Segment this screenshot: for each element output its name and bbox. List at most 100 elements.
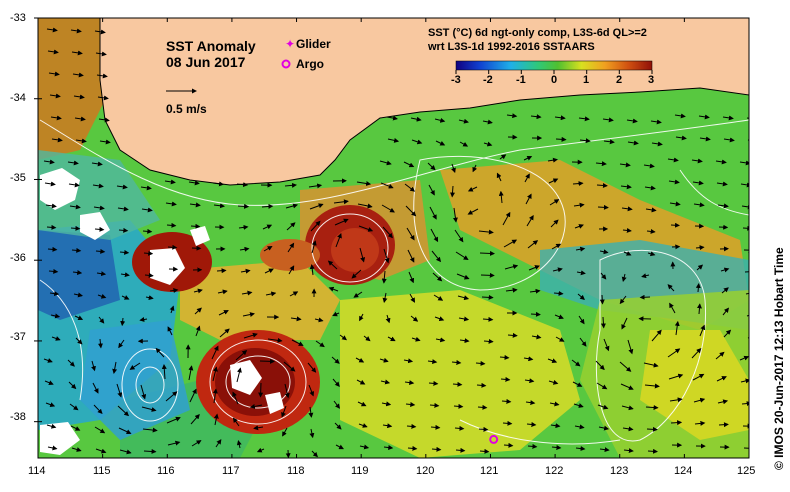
current-vector-arrow	[741, 204, 749, 210]
current-vector-arrow	[155, 347, 165, 358]
current-vector-arrow	[434, 117, 446, 123]
current-vector-arrow	[600, 272, 607, 280]
current-vector-arrow	[97, 293, 107, 299]
current-vector-arrow	[403, 161, 415, 168]
current-vector-arrow	[549, 401, 560, 407]
current-vector-arrow	[573, 202, 585, 208]
current-vector-arrow	[48, 268, 59, 274]
current-vector-arrow	[46, 224, 57, 230]
current-vector-arrow	[92, 382, 99, 394]
current-vector-arrow	[598, 425, 610, 431]
current-vector-arrow	[717, 399, 729, 405]
current-vector-arrow	[308, 384, 315, 397]
argo-marker-icon	[281, 59, 291, 69]
current-vector-arrow	[47, 49, 59, 55]
current-vector-arrow	[96, 73, 108, 79]
x-tick-label: 125	[737, 465, 756, 477]
x-tick-label: 123	[610, 465, 629, 477]
current-vector-arrow	[263, 245, 273, 252]
current-vector-arrow	[742, 225, 749, 231]
current-vector-arrow	[118, 339, 125, 349]
current-vector-arrow	[98, 316, 105, 324]
current-vector-arrow	[450, 185, 455, 198]
current-vector-arrow	[674, 113, 686, 119]
current-vector-arrow	[452, 381, 463, 387]
current-vector-arrow	[411, 336, 421, 342]
current-vector-arrow	[73, 94, 85, 100]
current-vector-arrow	[359, 313, 364, 322]
colorbar-tick-label: -3	[451, 74, 461, 86]
current-vector-arrow	[602, 117, 614, 123]
current-vector-arrow	[547, 157, 558, 163]
current-vector-arrow	[743, 445, 749, 451]
x-tick-label: 116	[157, 465, 175, 477]
current-vector-arrow	[97, 95, 109, 101]
y-tick-label: -33	[10, 12, 26, 24]
current-vector-arrow	[218, 310, 229, 316]
current-vector-arrow	[382, 226, 393, 239]
current-vector-arrow	[387, 336, 396, 342]
current-vector-arrow	[167, 326, 173, 336]
current-vector-arrow	[651, 329, 662, 342]
current-vector-arrow	[72, 270, 83, 275]
current-vector-arrow	[188, 365, 194, 381]
current-vector-arrow	[358, 225, 374, 232]
current-vector-arrow	[596, 182, 608, 188]
current-vector-arrow	[723, 329, 732, 338]
current-vector-arrow	[284, 383, 290, 399]
current-vector-arrow	[75, 138, 87, 144]
current-vector-arrow	[73, 292, 83, 298]
y-tick-label: -35	[10, 172, 26, 184]
current-vector-arrow	[307, 362, 317, 373]
current-vector-arrow	[720, 267, 730, 273]
current-vector-arrow	[499, 354, 510, 360]
y-tick-label: -34	[10, 92, 26, 104]
current-vector-arrow	[603, 139, 615, 145]
current-vector-arrow	[94, 29, 106, 35]
current-vector-arrow	[95, 51, 107, 57]
current-vector-arrow	[99, 139, 111, 145]
current-vector-arrow	[651, 141, 663, 147]
current-vector-arrow	[70, 425, 81, 431]
current-vector-arrow	[382, 292, 388, 303]
current-vector-arrow	[213, 413, 219, 426]
current-vector-arrow	[68, 381, 77, 390]
current-vector-arrow	[143, 250, 154, 256]
current-vector-arrow	[478, 229, 494, 235]
current-vector-arrow	[219, 328, 230, 338]
current-vector-arrow	[574, 424, 585, 430]
current-vector-arrow	[410, 116, 422, 122]
current-vector-arrow	[571, 359, 581, 367]
current-vector-arrow	[189, 388, 197, 403]
current-vector-arrow	[481, 294, 494, 300]
current-vector-arrow	[289, 291, 299, 297]
current-vector-arrow	[621, 317, 628, 330]
current-vectors	[43, 27, 749, 458]
current-vector-arrow	[241, 290, 253, 296]
current-vector-arrow	[381, 204, 395, 213]
current-vector-arrow	[451, 163, 456, 174]
current-vector-arrow	[669, 302, 676, 314]
current-vector-arrow	[287, 242, 295, 253]
current-vector-arrow	[483, 141, 493, 147]
current-vector-arrow	[96, 271, 107, 277]
current-vector-arrow	[67, 160, 79, 166]
current-vector-arrow	[669, 201, 681, 207]
current-vector-arrow	[139, 317, 148, 322]
current-vector-arrow	[675, 135, 687, 141]
current-vector-arrow	[72, 72, 84, 78]
current-vector-arrow	[405, 401, 416, 407]
current-vector-arrow	[430, 424, 441, 430]
current-vector-arrow	[547, 358, 558, 364]
current-vector-arrow	[480, 272, 495, 278]
current-vector-arrow	[578, 116, 590, 122]
current-vector-arrow	[94, 426, 106, 434]
current-vector-arrow	[406, 423, 417, 429]
current-vector-arrow	[67, 359, 75, 367]
current-vector-arrow	[49, 93, 61, 99]
current-vector-arrow	[381, 270, 387, 284]
current-vector-arrow	[551, 243, 562, 250]
current-vector-arrow	[716, 376, 727, 382]
current-vector-arrow	[597, 404, 609, 410]
current-vector-arrow	[695, 283, 701, 293]
